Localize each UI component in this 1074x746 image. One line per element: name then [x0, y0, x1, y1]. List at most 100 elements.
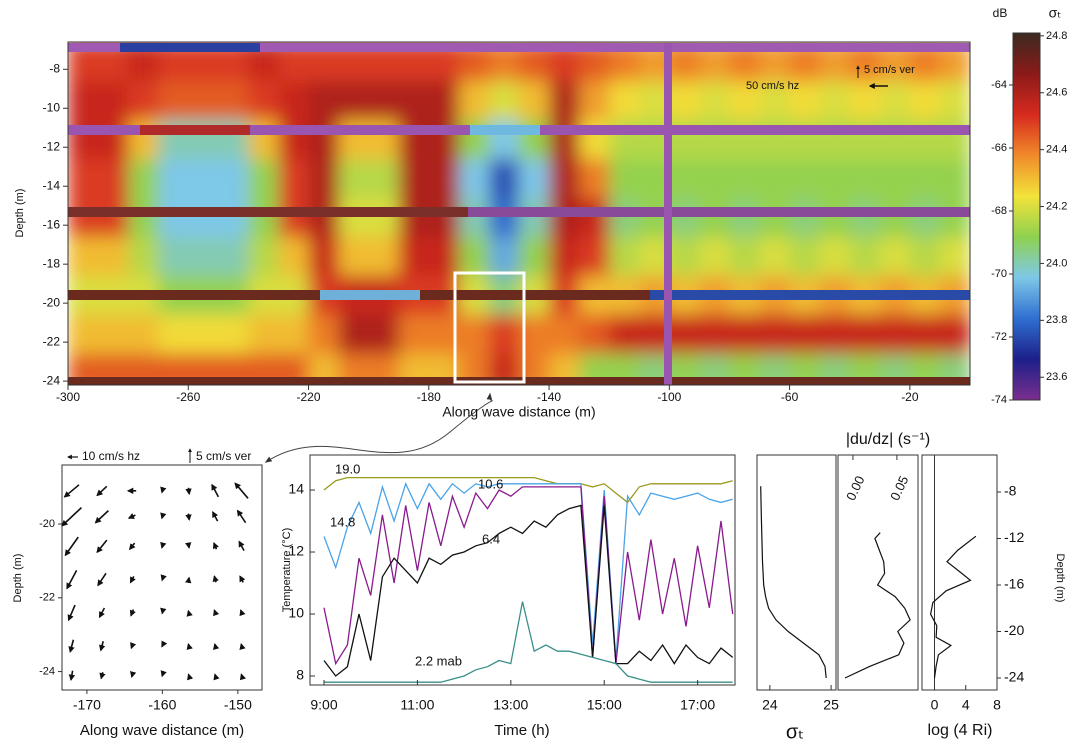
- heatmap-cell: [338, 158, 370, 199]
- velocity-arrow: [239, 609, 246, 617]
- heatmap-cell: [759, 197, 791, 238]
- velocity-arrow: [96, 485, 108, 497]
- x-tick-label: 17:00: [680, 697, 715, 713]
- heatmap-cell: [789, 236, 821, 277]
- x-axis-label: Along wave distance (m): [442, 404, 595, 420]
- heatmap-cell: [609, 236, 641, 277]
- series-label: 10.6: [478, 476, 503, 491]
- y-tick-label: -22: [43, 334, 61, 348]
- heatmap-cell: [549, 80, 581, 121]
- y-axis-label: Depth (m): [12, 554, 24, 603]
- heatmap-cell: [579, 314, 611, 355]
- heatmap-cell: [729, 236, 761, 277]
- band: [68, 290, 970, 300]
- heatmap-cell: [669, 80, 701, 121]
- heatmap-cell: [158, 80, 190, 121]
- x-axis-label: log (4 Ri): [928, 722, 993, 739]
- heatmap-cell: [308, 236, 340, 277]
- heatmap-cell: [428, 197, 460, 238]
- heatmap-cell: [158, 158, 190, 199]
- colorbar-tick-label: -74: [991, 394, 1007, 406]
- colorbar-tick-label: 24.6: [1046, 87, 1067, 99]
- series-label: 19.0: [335, 461, 360, 476]
- panel-frame: [756, 454, 837, 691]
- heatmap-cell: [488, 80, 520, 121]
- band: [68, 43, 970, 52]
- heatmap-cell: [519, 236, 551, 277]
- velocity-arrow: [160, 512, 167, 520]
- velocity-arrow: [185, 513, 192, 521]
- y-tick-label: -18: [43, 256, 61, 270]
- heatmap-cell: [188, 314, 220, 355]
- velocity-arrow: [160, 541, 167, 549]
- heatmap-cell: [128, 158, 160, 199]
- y-axis-label: Temperature (°C): [281, 528, 293, 612]
- colorbar-tick-label: 23.6: [1046, 371, 1067, 383]
- heatmap-cell: [218, 314, 250, 355]
- colorbar-tick-label: 23.8: [1046, 314, 1067, 326]
- heatmap-cell: [398, 197, 430, 238]
- heatmap-cell: [909, 80, 941, 121]
- colorbar: [1012, 32, 1041, 401]
- heatmap-cell: [98, 314, 130, 355]
- velocity-arrow: [212, 575, 219, 583]
- heatmap-cell: [68, 80, 100, 121]
- x-tick-label: 0: [931, 697, 939, 713]
- heatmap-cell: [338, 80, 370, 121]
- x-tick-label: 8: [993, 697, 1001, 713]
- heatmap-cell: [218, 158, 250, 199]
- y-tick-label: 8: [296, 667, 304, 683]
- heatmap-cell: [368, 314, 400, 355]
- heatmap-cell: [368, 80, 400, 121]
- velocity-arrow: [160, 486, 167, 494]
- velocity-arrow: [61, 507, 82, 527]
- heatmap-cell: [278, 236, 310, 277]
- heatmap-cell: [68, 236, 100, 277]
- colorbar-tick-label: 24.4: [1046, 144, 1067, 156]
- y-tick-label: -10: [43, 100, 61, 114]
- heatmap-cell: [158, 197, 190, 238]
- heatmap-cell: [398, 80, 430, 121]
- heatmap-cell: [458, 158, 490, 199]
- heatmap-cell: [458, 314, 490, 355]
- heatmap-cell: [248, 314, 280, 355]
- velocity-arrow: [212, 511, 219, 522]
- velocity-arrow: [211, 483, 220, 498]
- heatmap-cell: [609, 158, 641, 199]
- velocity-arrow: [129, 575, 136, 584]
- profile-line: [760, 486, 827, 679]
- velocity-arrow: [97, 572, 107, 587]
- heatmap-cell: [519, 197, 551, 238]
- heatmap-cell: [849, 236, 881, 277]
- y-tick-label: 14: [288, 481, 304, 497]
- velocity-arrow: [185, 487, 192, 496]
- heatmap-cell: [519, 158, 551, 199]
- colorbar-tick-label: -66: [991, 142, 1007, 154]
- velocity-arrow: [129, 609, 136, 617]
- velocity-arrow: [213, 609, 220, 617]
- x-tick-label: 24: [762, 697, 778, 713]
- heatmap-cell: [308, 197, 340, 238]
- heatmap-cell: [248, 236, 280, 277]
- annotation: 5 cm/s ver: [864, 64, 915, 76]
- y-tick-label: -16: [1004, 576, 1024, 592]
- heatmap-cell: [188, 197, 220, 238]
- y-tick-label: -8: [49, 61, 60, 75]
- band: [320, 290, 420, 300]
- heatmap-cell: [98, 158, 130, 199]
- band: [470, 125, 540, 135]
- series-label: 2.2 mab: [415, 653, 462, 668]
- velocity-arrow: [161, 640, 168, 648]
- band: [664, 43, 672, 385]
- x-tick-label: -60: [781, 390, 799, 404]
- heatmap-cell: [428, 80, 460, 121]
- heatmap-cell: [579, 197, 611, 238]
- velocity-arrow: [238, 540, 245, 552]
- heatmap-cell: [338, 314, 370, 355]
- heatmap-cell: [98, 236, 130, 277]
- y-tick-label: -24: [43, 373, 61, 387]
- time-frame: [309, 454, 736, 686]
- heatmap-cell: [789, 314, 821, 355]
- velocity-arrow: [63, 484, 80, 498]
- heatmap-cells: [68, 42, 970, 385]
